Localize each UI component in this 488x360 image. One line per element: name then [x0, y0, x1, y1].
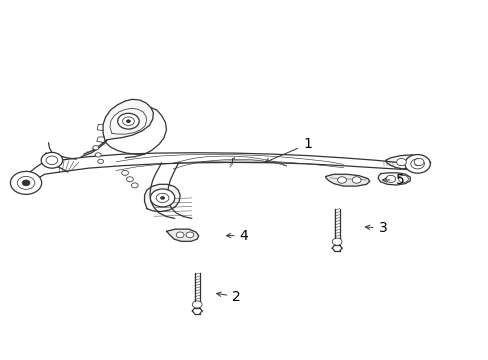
- Circle shape: [150, 189, 174, 207]
- Circle shape: [385, 175, 395, 183]
- Circle shape: [22, 180, 30, 186]
- Circle shape: [126, 120, 131, 123]
- Circle shape: [95, 153, 101, 157]
- Circle shape: [414, 162, 420, 166]
- Polygon shape: [144, 184, 180, 212]
- Text: 4: 4: [226, 229, 248, 243]
- Circle shape: [126, 177, 133, 182]
- Circle shape: [93, 145, 99, 150]
- Circle shape: [331, 238, 341, 245]
- Circle shape: [192, 301, 202, 308]
- Circle shape: [118, 113, 139, 129]
- Circle shape: [160, 196, 164, 200]
- Circle shape: [98, 159, 103, 163]
- Circle shape: [185, 232, 193, 238]
- Polygon shape: [166, 229, 198, 241]
- Circle shape: [41, 152, 62, 168]
- Circle shape: [122, 170, 128, 175]
- Text: 2: 2: [216, 289, 241, 303]
- Circle shape: [337, 177, 346, 183]
- Circle shape: [413, 158, 423, 166]
- Circle shape: [351, 177, 360, 183]
- Polygon shape: [103, 99, 153, 142]
- Text: 1: 1: [264, 137, 311, 163]
- Circle shape: [131, 183, 138, 188]
- Circle shape: [396, 158, 406, 166]
- Text: 5: 5: [382, 173, 404, 187]
- Circle shape: [176, 232, 183, 238]
- Text: 3: 3: [365, 221, 386, 235]
- Polygon shape: [325, 174, 369, 186]
- Circle shape: [398, 175, 407, 183]
- Circle shape: [404, 154, 429, 173]
- Circle shape: [10, 171, 41, 194]
- Polygon shape: [385, 155, 430, 170]
- Polygon shape: [377, 173, 409, 185]
